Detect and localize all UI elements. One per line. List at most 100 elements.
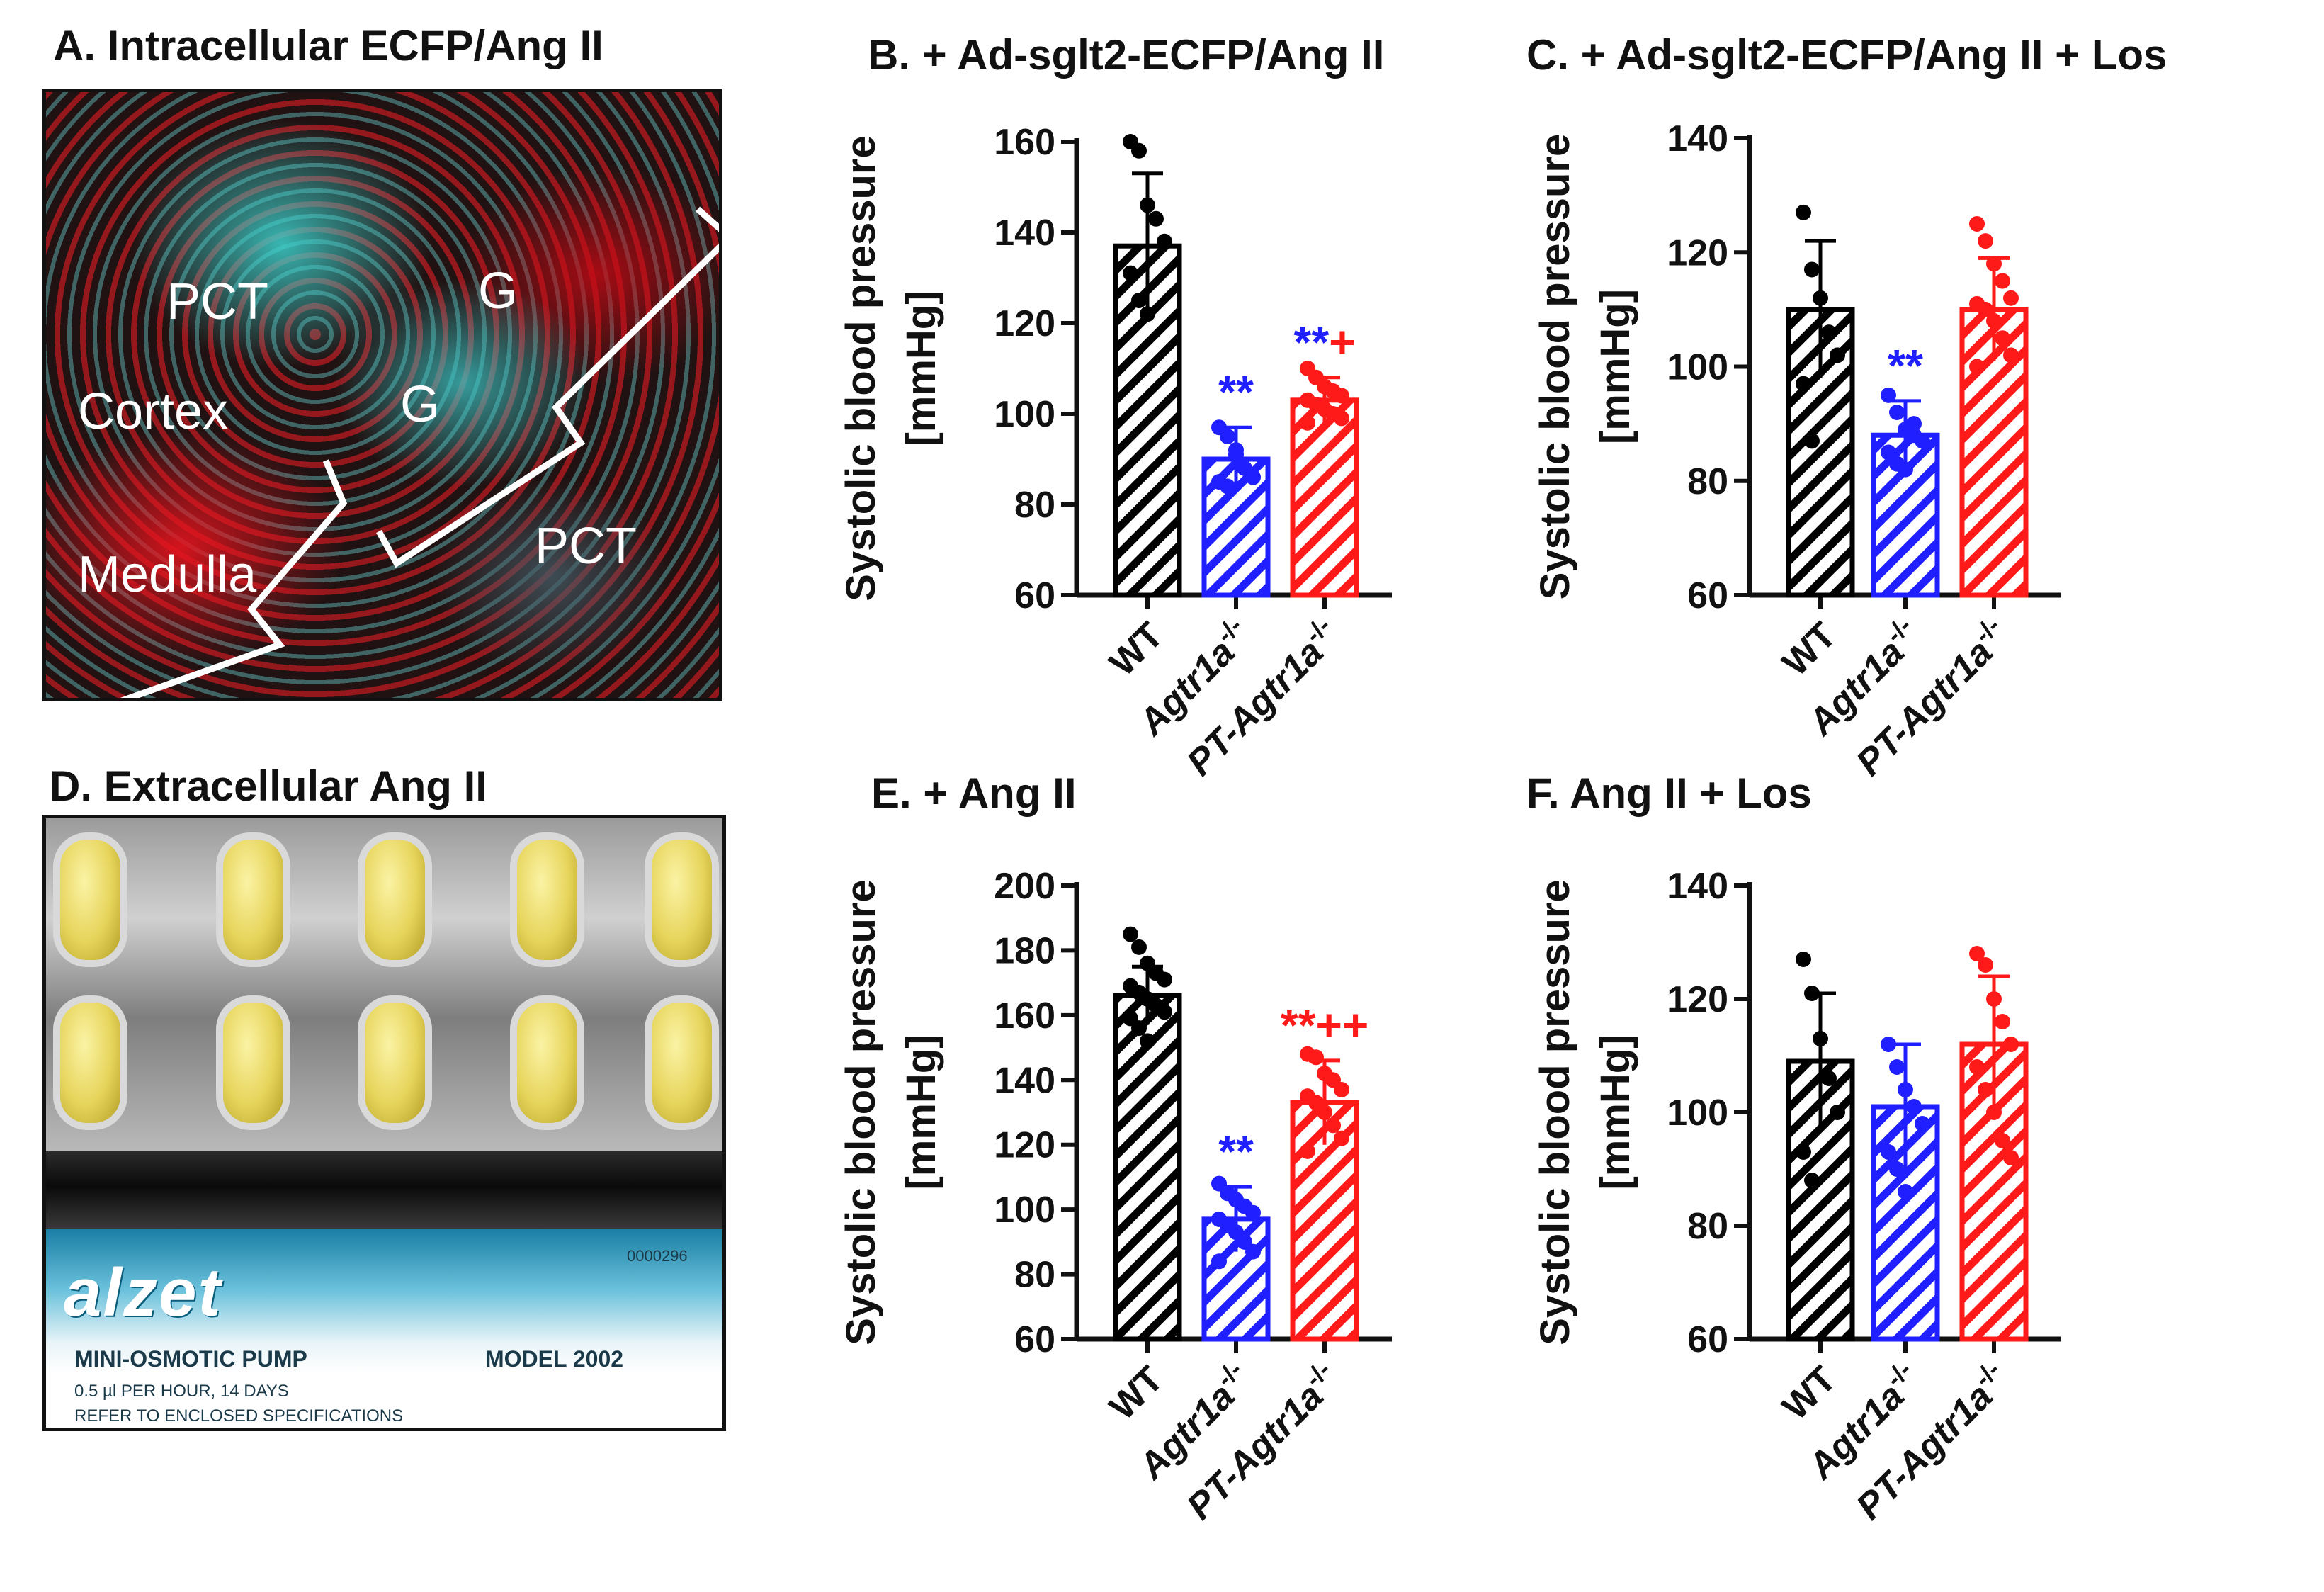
data-point-wt: [1796, 204, 1811, 220]
y-tick-label: 80: [1014, 1255, 1055, 1296]
data-point-wt: [1813, 1031, 1828, 1046]
pump-capsule: [645, 995, 719, 1130]
data-point-agtr1a: [1245, 1243, 1261, 1260]
data-point-agtr1a: [1898, 1184, 1913, 1199]
micrograph-region-markers: [120, 206, 719, 698]
y-tick-label: 160: [994, 122, 1055, 163]
data-point-agtr1a: [1245, 1204, 1261, 1221]
data-point-agtr1a: [1906, 416, 1922, 432]
category-name: WT: [1774, 1358, 1844, 1428]
y-tick-label: 140: [994, 213, 1055, 254]
box-note: REFER TO ENCLOSED SPECIFICATIONS: [74, 1406, 404, 1426]
data-point-pt-agtr1a: [1995, 273, 2010, 289]
data-point-wt: [1148, 210, 1164, 227]
data-point-wt: [1804, 261, 1820, 278]
micro-label-cortex: Cortex: [78, 383, 229, 440]
pump-capsule: [216, 832, 290, 967]
y-tick-label: 120: [1667, 979, 1728, 1020]
data-point-agtr1a: [1881, 1144, 1896, 1160]
y-tick-label: 80: [1687, 461, 1728, 502]
data-point-wt: [1804, 1173, 1820, 1188]
y-axis-label: Systolic blood pressure: [838, 879, 884, 1345]
micro-label-pct-bottom: PCT: [535, 518, 637, 575]
y-tick-label: 140: [994, 1060, 1055, 1101]
pump-capsule: [216, 995, 290, 1130]
data-point-pt-agtr1a: [1300, 1143, 1315, 1159]
chart-title: E. + Ang II: [871, 769, 1076, 817]
alzet-logo: alzet: [64, 1255, 222, 1331]
category-name: WT: [1774, 614, 1844, 684]
significance-marker: **: [1218, 366, 1254, 417]
pump-capsule: [645, 832, 719, 967]
significance-marker: +: [1329, 317, 1355, 368]
data-point-agtr1a: [1228, 442, 1244, 458]
pump-capsule: [53, 995, 127, 1130]
box-serial: 0000296: [627, 1247, 688, 1265]
kidney-micrograph: PCT G Cortex G Medulla PCT: [42, 89, 722, 701]
data-point-wt: [1123, 926, 1138, 942]
data-point-wt: [1821, 1071, 1837, 1086]
y-tick-label: 80: [1014, 485, 1055, 526]
y-axis-label: Systolic blood pressure: [838, 135, 884, 602]
data-point-pt-agtr1a: [1969, 1059, 1985, 1075]
data-point-pt-agtr1a: [1995, 1133, 2010, 1148]
pump-capsule: [510, 832, 584, 967]
box-rate: 0.5 µl PER HOUR, 14 DAYS: [74, 1382, 289, 1401]
y-tick-label: 140: [1667, 866, 1728, 907]
chart-panel-f: F. Ang II + Los Systolic blood pressure [m…: [1526, 769, 2061, 1528]
product-tube: [46, 1151, 722, 1229]
y-axis-unit: [mmHg]: [1592, 289, 1638, 444]
x-tick-label: WT: [1774, 614, 1844, 684]
category-name: WT: [1101, 614, 1171, 684]
data-point-agtr1a: [1220, 478, 1235, 495]
significance-marker: **++: [1281, 1000, 1369, 1051]
pump-capsule: [53, 832, 127, 967]
chart-panel-e: E. + Ang II Systolic blood pressure [mmHg]…: [838, 769, 1392, 1528]
data-point-wt: [1131, 293, 1147, 308]
significance-marker: **: [1293, 317, 1329, 368]
data-point-agtr1a: [1915, 433, 1930, 449]
data-point-wt: [1123, 265, 1138, 281]
data-point-agtr1a: [1245, 469, 1261, 485]
data-point-pt-agtr1a: [1978, 957, 1993, 973]
data-point-pt-agtr1a: [2003, 290, 2019, 306]
significance-label: **++: [1281, 1000, 1369, 1051]
chart-panel-c: C. + Ad-sglt2-ECFP/Ang II + Los Systolic …: [1526, 31, 2167, 784]
y-tick-label: 120: [994, 303, 1055, 344]
data-point-wt: [1796, 952, 1811, 967]
data-point-pt-agtr1a: [2003, 1150, 2019, 1165]
significance-label: **: [1218, 1126, 1254, 1177]
data-point-agtr1a: [1889, 1161, 1905, 1177]
data-point-pt-agtr1a: [1969, 215, 1985, 232]
micro-label-medulla: Medulla: [78, 546, 257, 603]
data-point-pt-agtr1a: [1334, 388, 1349, 404]
bar-wt: [1113, 993, 1182, 1342]
data-point-pt-agtr1a: [1978, 233, 1993, 249]
data-point-agtr1a: [1889, 1059, 1905, 1075]
data-point-wt: [1830, 1105, 1845, 1120]
y-tick-label: 120: [1667, 232, 1728, 273]
y-axis-label: Systolic blood pressure: [1532, 879, 1578, 1345]
y-tick-label: 140: [1667, 118, 1728, 159]
pump-capsule: [358, 832, 432, 967]
data-point-wt: [1804, 986, 1820, 1001]
x-tick-label: WT: [1101, 1358, 1171, 1428]
data-point-wt: [1131, 1020, 1147, 1037]
data-point-pt-agtr1a: [1995, 1014, 2010, 1029]
data-point-pt-agtr1a: [1969, 946, 1985, 961]
data-point-pt-agtr1a: [1995, 330, 2010, 346]
data-point-wt: [1157, 233, 1172, 249]
cortex-boundary-bracket: [376, 206, 719, 568]
y-tick-label: 100: [1667, 1093, 1728, 1134]
data-point-pt-agtr1a: [2003, 347, 2019, 363]
data-point-wt: [1157, 1004, 1172, 1020]
x-tick-label: WT: [1774, 1358, 1844, 1428]
data-point-agtr1a: [1220, 429, 1235, 444]
chart-title: C. + Ad-sglt2-ECFP/Ang II + Los: [1526, 31, 2167, 79]
data-point-wt: [1796, 1144, 1811, 1160]
y-tick-label: 60: [1687, 575, 1728, 616]
data-point-pt-agtr1a: [1300, 414, 1315, 431]
data-point-pt-agtr1a: [1978, 1082, 1993, 1097]
data-point-wt: [1131, 142, 1147, 159]
